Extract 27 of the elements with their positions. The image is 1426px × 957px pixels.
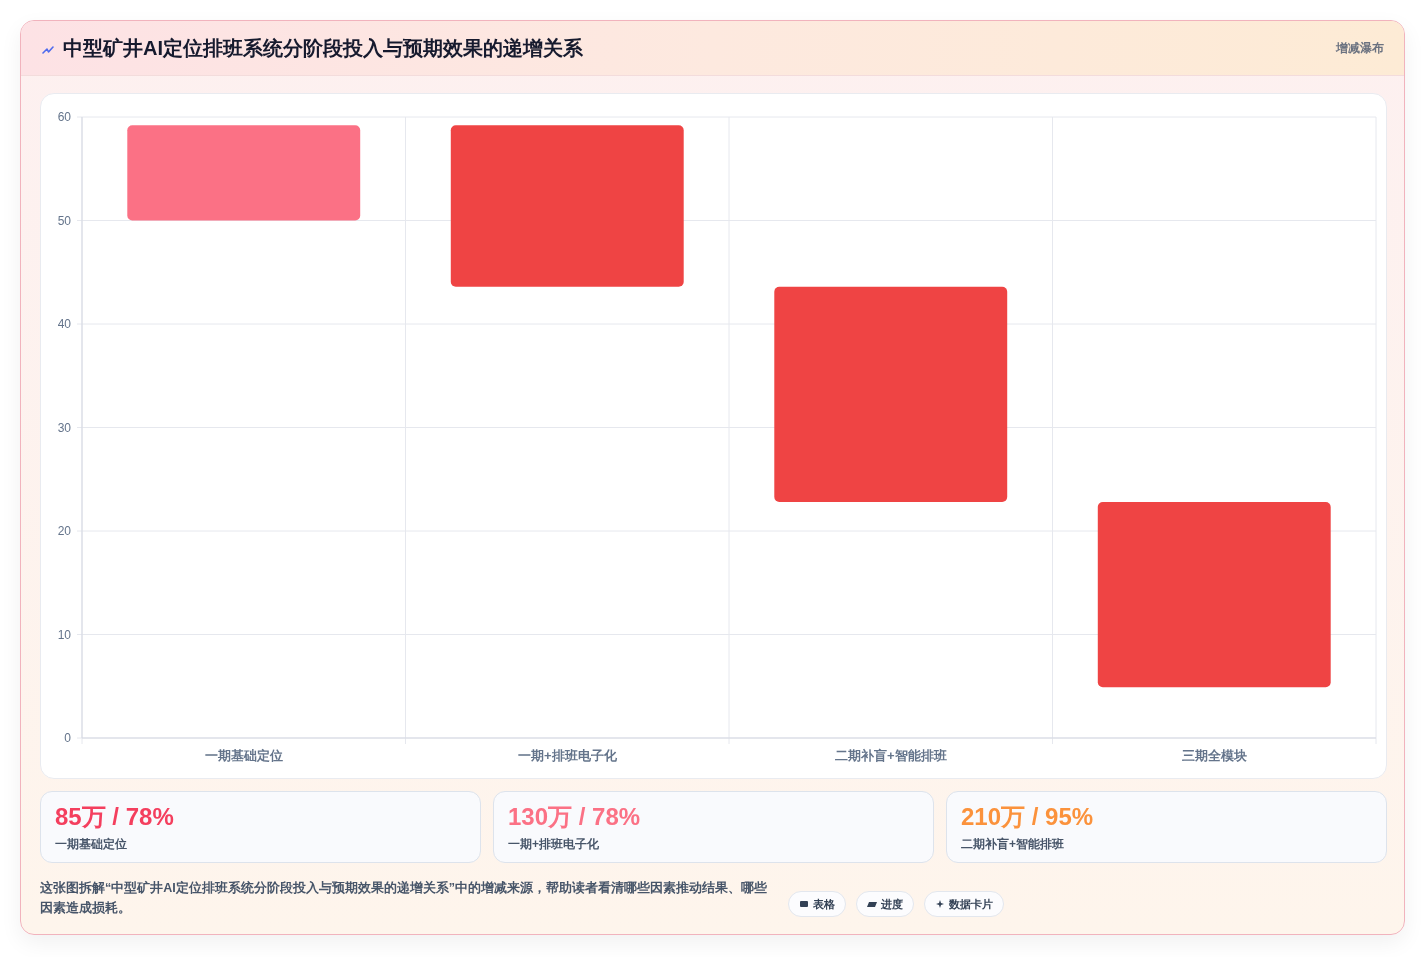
text: 130万 / 78% (508, 803, 641, 830)
y-tick-label: 10 (57, 627, 72, 642)
bar (1097, 502, 1331, 688)
text: 进度 (881, 897, 903, 911)
bar (127, 125, 361, 221)
text: 85万 / 78% (55, 803, 174, 830)
bar (450, 125, 684, 287)
chart-subtitle: 增减瀑布 (1336, 40, 1384, 56)
y-tick-label: 50 (57, 213, 72, 228)
y-tick-label: 20 (57, 524, 72, 538)
text: 数据卡片 (949, 897, 993, 911)
x-tick-label: 一期基础定位 (204, 748, 283, 763)
x-tick-label: 一期+排班电子化 (517, 748, 618, 763)
y-tick-label: 60 (57, 110, 72, 124)
chart-title: 中型矿井AI定位排班系统分阶段投入与预期效果的递增关系 (63, 36, 583, 61)
y-tick-label: 40 (57, 317, 72, 331)
category-label: 一期基础定位 (55, 836, 127, 852)
x-tick-label: 二期补盲+智能排班 (834, 748, 947, 763)
text: 210万 / 95% (961, 803, 1094, 830)
category-label: 二期补盲+智能排班 (961, 836, 1065, 852)
text: 这张图拆解“中型矿井AI定位排班系统分阶段投入与预期效果的递增关系”中的增减来源，帮助读者看清哪些因素推动结果、哪些因素造成损耗。 (40, 880, 768, 917)
y-tick-label: 30 (57, 420, 72, 435)
y-tick-label: 0 (64, 731, 72, 745)
text: 表格 (813, 897, 835, 911)
bar (774, 286, 1008, 503)
category-label: 一期+排班电子化 (508, 836, 600, 852)
x-tick-label: 三期全模块 (1181, 748, 1247, 763)
